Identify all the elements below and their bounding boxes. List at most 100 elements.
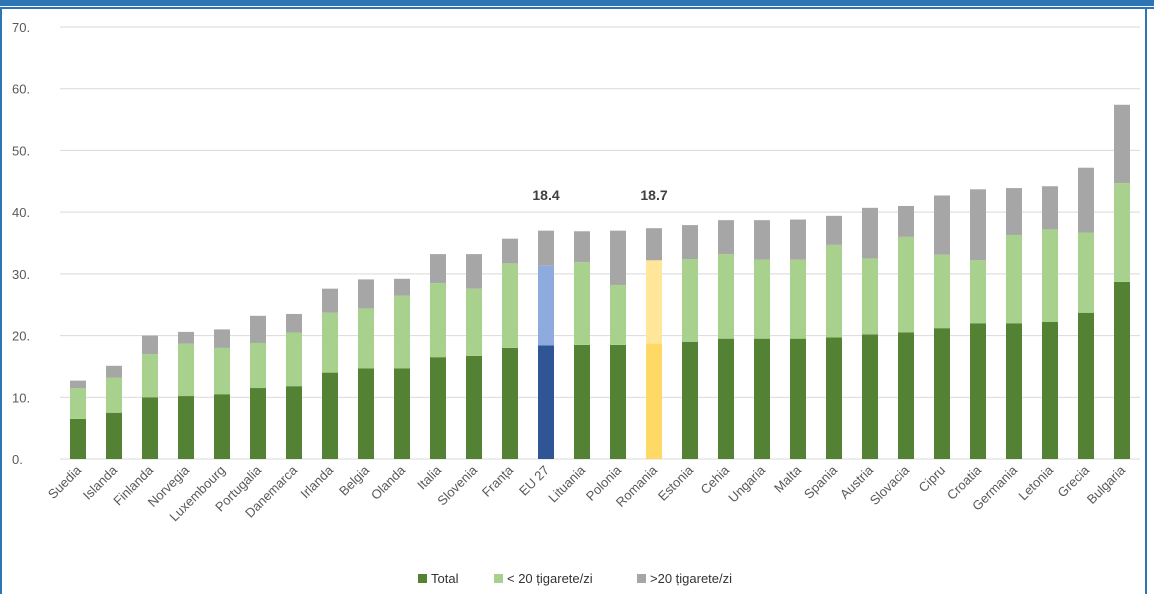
y-tick-label: 70. xyxy=(12,20,30,35)
bar-segment xyxy=(826,244,842,338)
annotation-layer: 18.4 18.7 xyxy=(532,187,667,203)
x-tick-label: Malta xyxy=(771,462,805,496)
bar-segment xyxy=(178,396,194,459)
bar-segment xyxy=(970,189,986,261)
bar-segment xyxy=(466,288,482,356)
y-tick-label: 20. xyxy=(12,329,30,344)
bar-segment xyxy=(682,341,698,459)
bar-segment xyxy=(1114,281,1130,459)
bar-segment xyxy=(970,323,986,459)
bar-segment xyxy=(178,331,194,344)
bar-segment xyxy=(826,215,842,245)
legend: Total < 20 țigarete/zi >20 țigarete/zi xyxy=(418,571,732,586)
bar-segment xyxy=(358,308,374,369)
bar-segment xyxy=(250,315,266,343)
bar-segment xyxy=(502,238,518,264)
bar-segment xyxy=(718,254,734,339)
bar-segment xyxy=(610,230,626,285)
bar-segment xyxy=(430,254,446,284)
bar-segment xyxy=(142,335,158,355)
x-tick-label: Lituania xyxy=(545,462,588,505)
bar-segment xyxy=(106,365,122,378)
bar-segment xyxy=(106,412,122,459)
legend-swatch-gt20 xyxy=(637,574,646,583)
y-tick-label: 30. xyxy=(12,267,30,282)
legend-swatch-total xyxy=(418,574,427,583)
x-tick-label: Estonia xyxy=(655,462,697,504)
x-tick-label: Spania xyxy=(801,462,841,502)
bar-segment xyxy=(1006,323,1022,459)
bar-segment xyxy=(142,354,158,398)
grid-layer xyxy=(60,26,1140,460)
bar-segment xyxy=(754,338,770,459)
bar-segment xyxy=(610,284,626,345)
bar-segment xyxy=(70,380,86,389)
bar-segment xyxy=(178,343,194,397)
bar-segment xyxy=(574,262,590,345)
y-axis-ticks: 0. 10. 20. 30. 40. 50. 60. 70. xyxy=(12,20,30,467)
bar-segment xyxy=(286,386,302,459)
legend-label-lt20: < 20 țigarete/zi xyxy=(507,571,593,586)
bar-segment xyxy=(502,263,518,348)
bar-segment xyxy=(898,332,914,459)
bar-segment xyxy=(250,388,266,459)
bar-segment xyxy=(322,312,338,373)
x-tick-label: Olanda xyxy=(368,462,409,503)
bar-segment xyxy=(1114,104,1130,184)
annotation-label: 18.4 xyxy=(532,187,559,203)
x-tick-label: Suedia xyxy=(45,462,85,502)
bar-segment xyxy=(646,260,662,344)
bar-segment xyxy=(322,288,338,313)
x-tick-label: Cipru xyxy=(916,463,949,496)
bar-segment xyxy=(934,254,950,329)
bar-segment xyxy=(862,258,878,335)
x-tick-label: Belgia xyxy=(336,462,373,499)
bar-segment xyxy=(934,328,950,459)
x-tick-label: Irlanda xyxy=(297,462,336,501)
bar-segment xyxy=(466,355,482,459)
bar-segment xyxy=(862,334,878,459)
bar-segment xyxy=(70,388,86,419)
bar-segment xyxy=(394,278,410,296)
bar-segment xyxy=(1078,232,1094,313)
bar-segment xyxy=(1006,188,1022,235)
bar-segment xyxy=(322,372,338,459)
bar-segment xyxy=(790,219,806,260)
bar-segment xyxy=(1114,183,1130,282)
bar-segment xyxy=(394,295,410,369)
bar-segment xyxy=(754,220,770,260)
bar-segment xyxy=(898,236,914,333)
bar-segment xyxy=(790,259,806,339)
bar-segment xyxy=(250,342,266,389)
x-tick-label: Franța xyxy=(479,462,517,500)
bar-segment xyxy=(70,418,86,459)
x-tick-label: Bulgaria xyxy=(1084,462,1129,507)
x-tick-label: Ungaria xyxy=(725,462,768,505)
y-tick-label: 60. xyxy=(12,82,30,97)
bar-segment xyxy=(718,220,734,255)
bar-segment xyxy=(538,230,554,266)
bar-segment xyxy=(1006,234,1022,324)
x-tick-label: Italia xyxy=(414,462,445,493)
bar-segment xyxy=(610,344,626,459)
bar-segment xyxy=(1078,312,1094,459)
bar-segment xyxy=(1042,229,1058,322)
bar-segment xyxy=(574,344,590,459)
y-tick-label: 40. xyxy=(12,205,30,220)
bar-segment xyxy=(970,260,986,324)
title-strip xyxy=(0,0,1154,6)
y-tick-label: 10. xyxy=(12,390,30,405)
bar-segment xyxy=(1078,167,1094,233)
bar-segment xyxy=(430,357,446,459)
bar-segment xyxy=(826,337,842,459)
legend-label-gt20: >20 țigarete/zi xyxy=(650,571,732,586)
bar-segment xyxy=(790,338,806,459)
bar-segment xyxy=(682,225,698,260)
bar-segment xyxy=(646,228,662,261)
bar-segment xyxy=(934,195,950,255)
bar-segment xyxy=(214,329,230,348)
bar-segment xyxy=(1042,321,1058,459)
bar-segment xyxy=(898,205,914,237)
